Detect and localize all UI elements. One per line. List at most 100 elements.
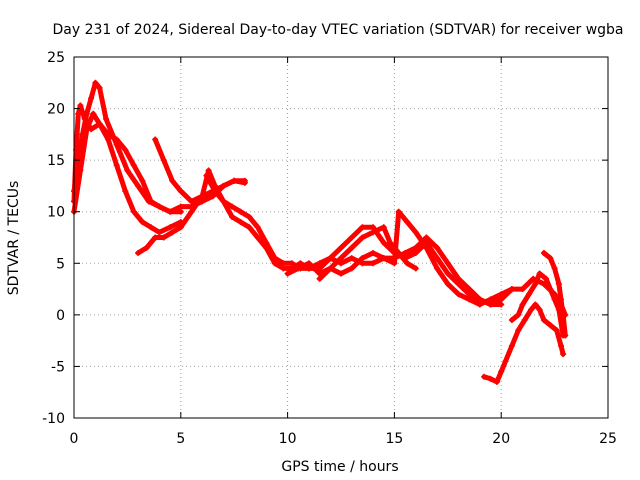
data-point bbox=[316, 275, 323, 282]
data-point bbox=[103, 115, 110, 122]
data-point bbox=[444, 280, 451, 287]
data-point bbox=[562, 332, 569, 339]
data-point bbox=[113, 136, 120, 143]
data-point bbox=[521, 317, 528, 324]
data-point bbox=[402, 249, 409, 256]
data-point bbox=[558, 342, 565, 349]
series-track-f bbox=[203, 172, 505, 308]
data-point bbox=[359, 224, 366, 231]
series-track-c bbox=[71, 110, 184, 236]
data-point bbox=[167, 208, 174, 215]
data-point bbox=[75, 110, 82, 117]
data-point bbox=[130, 162, 137, 169]
data-point bbox=[246, 224, 253, 231]
data-point bbox=[220, 182, 227, 189]
data-point bbox=[160, 157, 167, 164]
data-point bbox=[515, 311, 522, 318]
data-point bbox=[498, 368, 505, 375]
data-point bbox=[404, 219, 411, 226]
data-point bbox=[122, 188, 129, 195]
data-point bbox=[370, 249, 377, 256]
data-point bbox=[551, 296, 558, 303]
data-point bbox=[434, 255, 441, 262]
data-point bbox=[177, 208, 184, 215]
x-tick-label: 20 bbox=[492, 431, 510, 447]
data-point bbox=[380, 224, 387, 231]
data-point bbox=[370, 260, 377, 267]
data-point bbox=[81, 115, 88, 122]
data-point bbox=[305, 260, 312, 267]
data-point bbox=[188, 198, 195, 205]
series-track-k bbox=[540, 249, 569, 339]
data-point bbox=[532, 301, 539, 308]
data-point bbox=[229, 213, 236, 220]
data-point bbox=[487, 296, 494, 303]
data-point bbox=[553, 327, 560, 334]
data-point bbox=[481, 373, 488, 380]
data-point bbox=[90, 110, 97, 117]
data-point bbox=[205, 167, 212, 174]
data-point bbox=[220, 198, 227, 205]
data-point bbox=[135, 249, 142, 256]
data-point bbox=[434, 265, 441, 272]
series-trace bbox=[135, 168, 568, 318]
data-point bbox=[498, 301, 505, 308]
data-point bbox=[493, 378, 500, 385]
data-point bbox=[156, 203, 163, 210]
data-point bbox=[380, 239, 387, 246]
data-point bbox=[280, 265, 287, 272]
series-track-e bbox=[152, 136, 248, 205]
data-point bbox=[263, 239, 270, 246]
data-point bbox=[519, 301, 526, 308]
y-tick-label: 15 bbox=[47, 153, 65, 169]
data-point bbox=[160, 234, 167, 241]
data-point bbox=[348, 234, 355, 241]
x-tick-label: 15 bbox=[385, 431, 403, 447]
data-point bbox=[316, 260, 323, 267]
data-point bbox=[167, 224, 174, 231]
data-point bbox=[348, 265, 355, 272]
data-point bbox=[199, 193, 206, 200]
data-point bbox=[284, 270, 291, 277]
data-point bbox=[536, 306, 543, 313]
data-point bbox=[241, 177, 248, 184]
data-point bbox=[370, 224, 377, 231]
data-point bbox=[177, 203, 184, 210]
data-point bbox=[359, 234, 366, 241]
data-point bbox=[434, 244, 441, 251]
x-tick-label: 10 bbox=[279, 431, 297, 447]
data-point bbox=[327, 265, 334, 272]
x-tick-label: 5 bbox=[176, 431, 185, 447]
data-point bbox=[525, 291, 532, 298]
data-point bbox=[139, 177, 146, 184]
data-point bbox=[122, 146, 129, 153]
data-point bbox=[169, 177, 176, 184]
data-point bbox=[560, 351, 567, 358]
data-point bbox=[209, 193, 216, 200]
data-point bbox=[380, 255, 387, 262]
y-axis-title: SDTVAR / TECUs bbox=[6, 181, 22, 296]
data-point bbox=[348, 244, 355, 251]
data-point bbox=[254, 224, 261, 231]
data-point bbox=[455, 291, 462, 298]
data-point bbox=[169, 229, 176, 236]
series-trace bbox=[71, 103, 184, 215]
y-tick-label: 25 bbox=[47, 50, 65, 66]
data-point bbox=[560, 311, 567, 318]
data-point bbox=[77, 167, 84, 174]
y-tick-label: -10 bbox=[42, 411, 65, 427]
data-point bbox=[466, 286, 473, 293]
x-tick-label: 25 bbox=[599, 431, 617, 447]
data-point bbox=[543, 275, 550, 282]
data-point bbox=[88, 95, 95, 102]
data-point bbox=[387, 239, 394, 246]
series-track-h bbox=[316, 224, 419, 282]
data-point bbox=[130, 208, 137, 215]
series-trace bbox=[481, 302, 566, 385]
data-point bbox=[280, 260, 287, 267]
data-point bbox=[412, 244, 419, 251]
data-point bbox=[327, 255, 334, 262]
data-point bbox=[188, 208, 195, 215]
data-point bbox=[105, 136, 112, 143]
data-point bbox=[502, 358, 509, 365]
